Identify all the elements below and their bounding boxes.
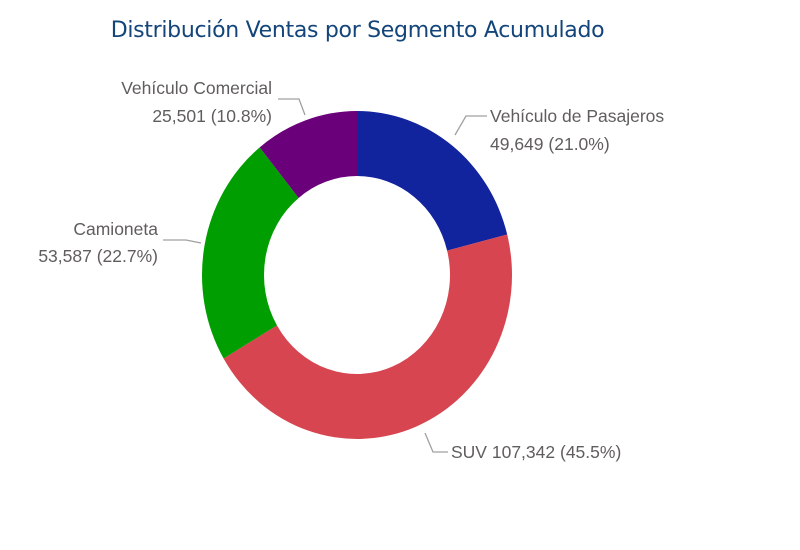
data-label-comercial-value: 25,501 (10.8%): [152, 106, 272, 126]
leader-line-pasajeros: [454, 115, 487, 136]
data-label-camioneta-value: 53,587 (22.7%): [38, 246, 158, 266]
leader-line-suv: [424, 432, 448, 453]
data-label-comercial-name: Vehículo Comercial: [121, 78, 272, 98]
leader-line-comercial: [278, 98, 306, 116]
donut-slice-veh-culo-comercial[interactable]: [259, 111, 357, 198]
donut-slice-camioneta[interactable]: [201, 147, 299, 359]
data-label-pasajeros-name: Vehículo de Pasajeros: [490, 106, 664, 126]
donut-slice-veh-culo-de-pasajeros[interactable]: [357, 111, 508, 251]
data-label-suv: SUV 107,342 (45.5%): [451, 442, 621, 462]
donut-slice-suv[interactable]: [223, 234, 513, 439]
data-label-pasajeros-value: 49,649 (21.0%): [490, 134, 610, 154]
data-label-camioneta-name: Camioneta: [73, 219, 158, 239]
leader-line-camioneta: [163, 239, 202, 244]
chart-title: Distribución Ventas por Segmento Acumula…: [110, 18, 605, 43]
